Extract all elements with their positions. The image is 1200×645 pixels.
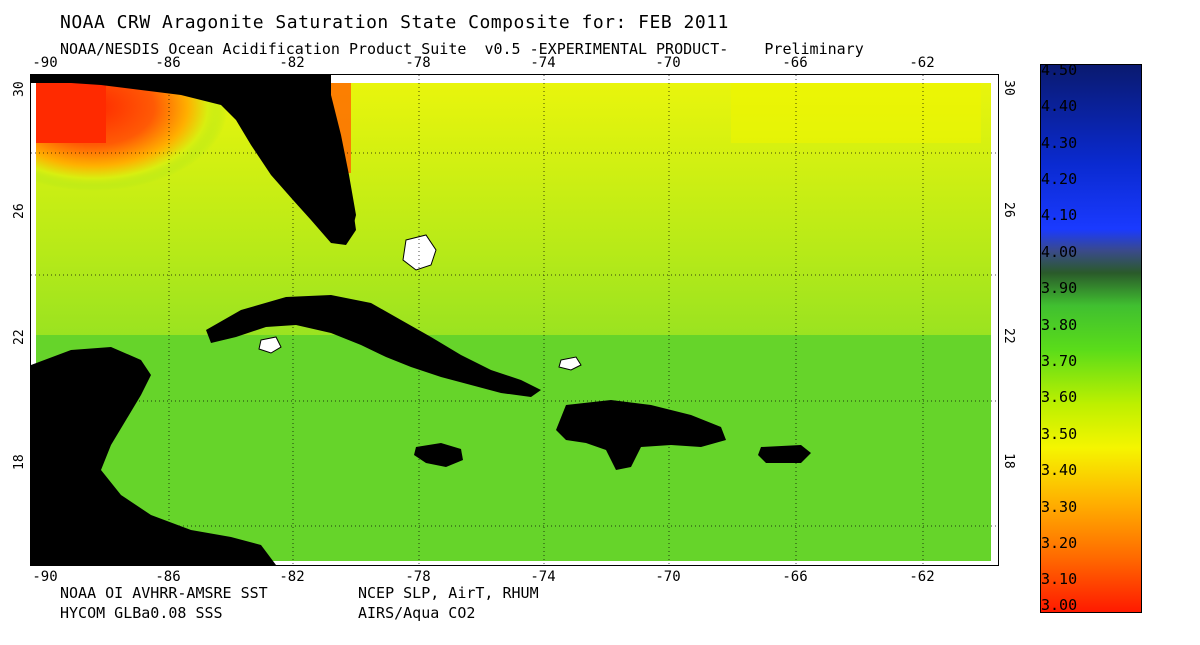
aragonite-map: [30, 74, 999, 566]
colorbar-label: 4.20: [1041, 170, 1078, 188]
credit-ncep: NCEP SLP, AirT, RHUM: [358, 584, 539, 602]
map-title: NOAA CRW Aragonite Saturation State Comp…: [60, 12, 729, 33]
lon-tick-bottom: -82: [279, 569, 305, 585]
colorbar-label: 4.40: [1041, 97, 1078, 115]
lat-tick-right: 26: [1001, 202, 1016, 218]
colorbar-graphic: [1041, 65, 1141, 612]
us-southeast-coast: [31, 75, 356, 245]
lat-tick-left: 26: [12, 203, 27, 219]
lon-tick-top: -90: [32, 55, 58, 71]
lon-tick-top: -86: [155, 55, 181, 71]
lon-tick-top: -70: [655, 55, 681, 71]
lat-tick-right: 30: [1001, 80, 1016, 96]
colorbar-label: 3.30: [1041, 498, 1078, 516]
bahamas-island: [402, 234, 437, 271]
lon-tick-bottom: -78: [405, 569, 431, 585]
hispaniola: [556, 400, 726, 470]
colorbar-label: 3.50: [1041, 425, 1078, 443]
credit-sss: HYCOM GLBa0.08 SSS: [60, 604, 223, 622]
credit-sst: NOAA OI AVHRR-AMSRE SST: [60, 584, 268, 602]
colorbar: [1040, 64, 1142, 613]
colorbar-label: 3.90: [1041, 279, 1078, 297]
lon-tick-bottom: -86: [155, 569, 181, 585]
colorbar-label: 3.80: [1041, 316, 1078, 334]
florida: [261, 75, 356, 235]
lon-tick-top: -74: [530, 55, 556, 71]
colorbar-label: 4.30: [1041, 134, 1078, 152]
colorbar-label: 3.60: [1041, 388, 1078, 406]
colorbar-label: 3.70: [1041, 352, 1078, 370]
colorbar-label: 3.10: [1041, 570, 1078, 588]
graticule: [31, 75, 998, 565]
lon-tick-bottom: -66: [782, 569, 808, 585]
cuba: [206, 295, 541, 397]
colorbar-label: 4.50: [1041, 61, 1078, 79]
map-subtitle: NOAA/NESDIS Ocean Acidification Product …: [60, 40, 864, 58]
map-graphic: [31, 75, 998, 565]
colorbar-label: 3.00: [1041, 596, 1078, 614]
lon-tick-bottom: -70: [655, 569, 681, 585]
colorbar-label: 4.00: [1041, 243, 1078, 261]
lat-tick-left: 18: [12, 454, 27, 470]
lon-tick-bottom: -62: [909, 569, 935, 585]
turks-caicos: [558, 356, 582, 371]
land-masses: [31, 75, 811, 565]
isle-of-youth: [258, 336, 282, 354]
credit-airs: AIRS/Aqua CO2: [358, 604, 476, 622]
lon-tick-top: -62: [909, 55, 935, 71]
jamaica: [414, 443, 463, 467]
lon-tick-top: -82: [279, 55, 305, 71]
lat-tick-right: 18: [1001, 453, 1016, 469]
lon-tick-top: -66: [782, 55, 808, 71]
lon-tick-bottom: -74: [530, 569, 556, 585]
colorbar-label: 3.20: [1041, 534, 1078, 552]
lon-tick-top: -78: [405, 55, 431, 71]
lon-tick-bottom: -90: [32, 569, 58, 585]
colorbar-label: 4.10: [1041, 206, 1078, 224]
yucatan-central-america: [31, 347, 276, 565]
puerto-rico: [758, 445, 811, 463]
lat-tick-right: 22: [1001, 328, 1016, 344]
lat-tick-left: 22: [12, 329, 27, 345]
colorbar-label: 3.40: [1041, 461, 1078, 479]
lat-tick-left: 30: [12, 81, 27, 97]
